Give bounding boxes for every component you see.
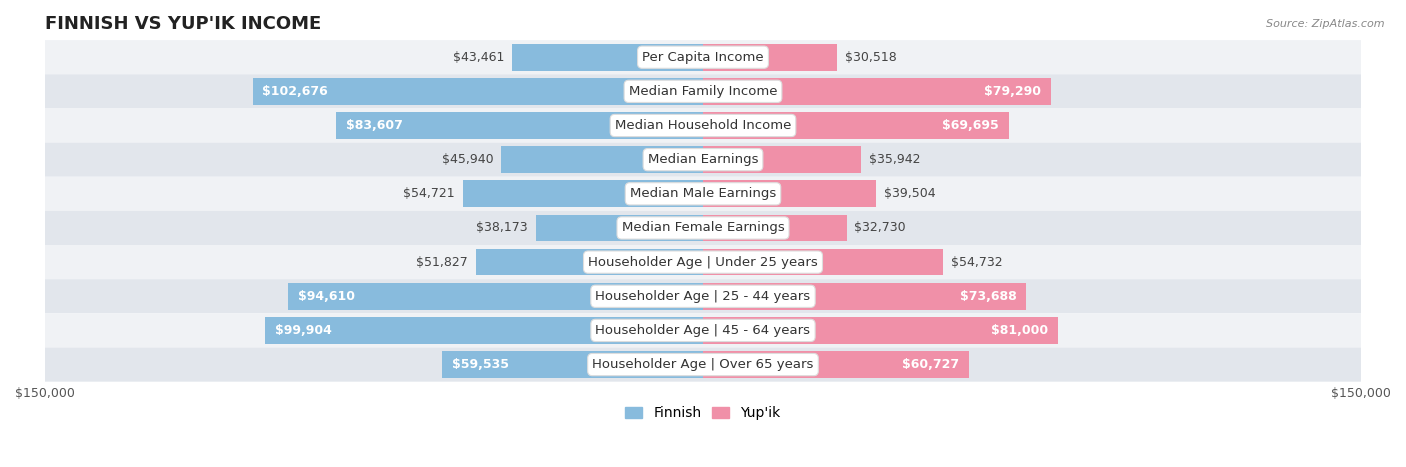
FancyBboxPatch shape (45, 108, 1361, 142)
FancyBboxPatch shape (45, 279, 1361, 313)
Bar (463, 180, 703, 207)
Bar (703, 112, 1008, 139)
Bar (336, 112, 703, 139)
Bar (253, 78, 703, 105)
Text: Householder Age | 25 - 44 years: Householder Age | 25 - 44 years (595, 290, 811, 303)
Text: $69,695: $69,695 (942, 119, 998, 132)
Text: Householder Age | Under 25 years: Householder Age | Under 25 years (588, 255, 818, 269)
Bar (512, 44, 703, 71)
Bar (288, 283, 703, 310)
Text: $79,290: $79,290 (984, 85, 1040, 98)
Bar (536, 215, 703, 241)
Bar (703, 180, 876, 207)
FancyBboxPatch shape (45, 347, 1361, 382)
Bar (703, 351, 969, 378)
FancyBboxPatch shape (45, 245, 1361, 279)
Text: Median Earnings: Median Earnings (648, 153, 758, 166)
FancyBboxPatch shape (45, 142, 1361, 177)
Text: $38,173: $38,173 (477, 221, 527, 234)
Bar (703, 249, 943, 276)
Text: Householder Age | Over 65 years: Householder Age | Over 65 years (592, 358, 814, 371)
Text: $32,730: $32,730 (855, 221, 905, 234)
Text: $35,942: $35,942 (869, 153, 920, 166)
Text: FINNISH VS YUP'IK INCOME: FINNISH VS YUP'IK INCOME (45, 15, 321, 33)
Text: Source: ZipAtlas.com: Source: ZipAtlas.com (1267, 19, 1385, 28)
Text: $54,721: $54,721 (404, 187, 456, 200)
Text: $43,461: $43,461 (453, 51, 505, 64)
Text: $54,732: $54,732 (950, 255, 1002, 269)
Bar (264, 317, 703, 344)
FancyBboxPatch shape (45, 211, 1361, 245)
Text: $99,904: $99,904 (274, 324, 332, 337)
Text: $51,827: $51,827 (416, 255, 468, 269)
Text: $59,535: $59,535 (451, 358, 509, 371)
FancyBboxPatch shape (45, 74, 1361, 108)
Text: Median Household Income: Median Household Income (614, 119, 792, 132)
FancyBboxPatch shape (45, 313, 1361, 347)
Text: $39,504: $39,504 (884, 187, 936, 200)
Bar (441, 351, 703, 378)
Bar (502, 146, 703, 173)
Bar (703, 215, 846, 241)
Text: Median Male Earnings: Median Male Earnings (630, 187, 776, 200)
Text: $94,610: $94,610 (298, 290, 354, 303)
Text: $83,607: $83,607 (346, 119, 404, 132)
Text: $81,000: $81,000 (991, 324, 1049, 337)
Text: $73,688: $73,688 (960, 290, 1017, 303)
Text: Householder Age | 45 - 64 years: Householder Age | 45 - 64 years (596, 324, 810, 337)
Bar (703, 146, 860, 173)
FancyBboxPatch shape (45, 40, 1361, 74)
Text: $30,518: $30,518 (845, 51, 897, 64)
Bar (703, 78, 1050, 105)
Bar (703, 317, 1059, 344)
Bar (703, 283, 1026, 310)
Bar (475, 249, 703, 276)
Legend: Finnish, Yup'ik: Finnish, Yup'ik (620, 401, 786, 426)
Bar (703, 44, 837, 71)
Text: $60,727: $60,727 (903, 358, 959, 371)
FancyBboxPatch shape (45, 177, 1361, 211)
Text: Median Family Income: Median Family Income (628, 85, 778, 98)
Text: Median Female Earnings: Median Female Earnings (621, 221, 785, 234)
Text: $45,940: $45,940 (441, 153, 494, 166)
Text: $102,676: $102,676 (263, 85, 328, 98)
Text: Per Capita Income: Per Capita Income (643, 51, 763, 64)
